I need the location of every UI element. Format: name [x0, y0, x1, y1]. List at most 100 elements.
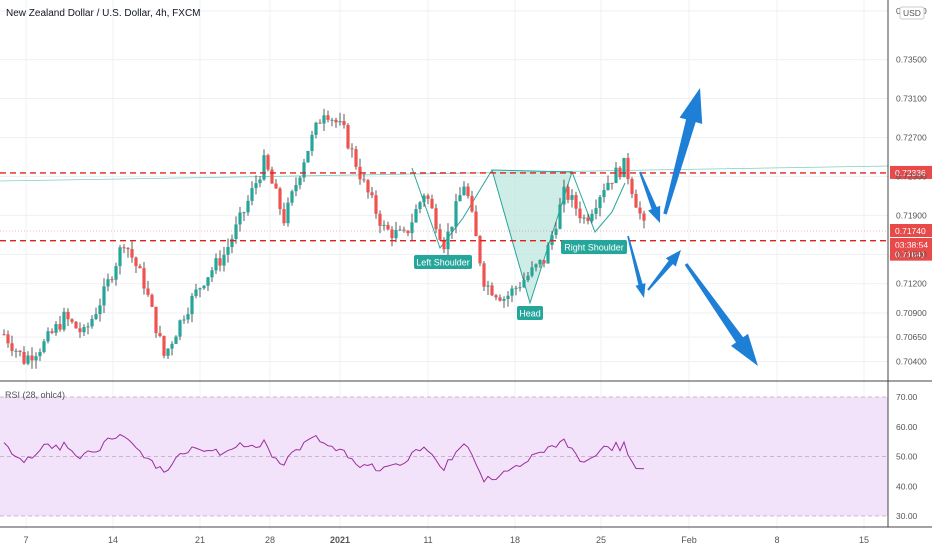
candle-body — [638, 207, 642, 214]
candle-body — [294, 185, 298, 192]
candle-body — [506, 295, 510, 300]
candle-body — [570, 195, 574, 200]
candle-body — [174, 336, 178, 344]
candle-body — [154, 306, 158, 334]
candle-body — [562, 186, 566, 205]
rsi-tick-label: 40.00 — [896, 481, 918, 491]
pattern-label-box — [561, 240, 627, 254]
candle-body — [370, 192, 374, 196]
candle-body — [250, 188, 254, 201]
candle-body — [574, 195, 578, 209]
candle-body — [42, 341, 46, 352]
candle-body — [378, 213, 382, 226]
candle-body — [30, 355, 34, 361]
candle-body — [178, 320, 182, 337]
candle-body — [306, 151, 310, 163]
y-tick-label: 0.70400 — [896, 357, 927, 367]
candle-body — [482, 263, 486, 287]
candle-body — [534, 264, 538, 268]
candle-body — [342, 121, 346, 126]
arrows — [627, 88, 758, 366]
candle-body — [54, 324, 58, 333]
candle-body — [470, 196, 474, 212]
candle-body — [106, 279, 110, 287]
candle-body — [130, 249, 134, 258]
y-tick-label: 0.71200 — [896, 279, 927, 289]
rsi-line — [3, 433, 645, 483]
candle-body — [302, 162, 306, 178]
candle-body — [406, 230, 410, 234]
candle-body — [538, 259, 542, 265]
candle-body — [334, 119, 338, 123]
candle-body — [430, 198, 434, 209]
candle-body — [14, 350, 18, 352]
x-tick-label: 18 — [510, 535, 520, 545]
candle-body — [602, 189, 606, 198]
candle-body — [610, 182, 614, 184]
price-label: 03:38:54 — [895, 240, 928, 250]
pattern-label: Right Shoulder — [564, 243, 624, 253]
candle-body — [122, 247, 126, 249]
candle-body — [266, 155, 270, 170]
x-tick-label: 15 — [859, 535, 869, 545]
candle-body — [10, 343, 14, 351]
candle-body — [150, 294, 154, 307]
candle-body — [518, 287, 522, 289]
candle-body — [598, 197, 602, 209]
x-tick-label: Feb — [681, 535, 697, 545]
candle-body — [422, 195, 426, 203]
candle-body — [478, 236, 482, 264]
candle-body — [442, 239, 446, 250]
candle-body — [450, 226, 454, 232]
candle-body — [158, 333, 162, 336]
candle-body — [298, 177, 302, 186]
x-tick-label: 11 — [423, 535, 432, 545]
direction-arrow — [663, 88, 703, 215]
rsi-series-line — [3, 433, 645, 483]
candle-body — [386, 224, 390, 230]
candle-body — [258, 179, 262, 184]
x-tick-label: 7 — [23, 535, 28, 545]
candle-body — [410, 222, 414, 234]
candle-body — [202, 285, 206, 289]
x-tick-label: 25 — [596, 535, 606, 545]
candle-body — [62, 311, 66, 330]
candle-body — [6, 334, 10, 344]
x-tick-label: 8 — [774, 535, 779, 545]
candle-body — [606, 182, 610, 190]
candle-body — [502, 299, 506, 301]
y-tick-label: 0.70650 — [896, 332, 927, 342]
candle-body — [346, 125, 350, 149]
candle-body — [70, 319, 74, 322]
candle-body — [642, 213, 646, 221]
candle-body — [190, 295, 194, 315]
candle-body — [414, 209, 418, 223]
candle-body — [206, 277, 210, 286]
candle-body — [630, 179, 634, 194]
candle-body — [526, 275, 530, 281]
y-tick-label: 0.72700 — [896, 132, 927, 142]
candle-body — [594, 208, 598, 214]
candle-body — [98, 305, 102, 315]
candle-body — [314, 122, 318, 135]
y-tick-label: 0.73100 — [896, 94, 927, 104]
candle-body — [102, 286, 106, 306]
candle-body — [458, 195, 462, 202]
rsi-title: RSI (28, ohlc4) — [5, 390, 65, 400]
direction-arrow — [647, 250, 681, 291]
candle-body — [78, 328, 82, 333]
candle-body — [350, 148, 354, 150]
rsi-band — [0, 396, 888, 517]
unit-box — [899, 6, 925, 20]
candle-body — [614, 167, 618, 184]
candle-body — [90, 318, 94, 327]
pattern-label: Head — [519, 309, 541, 319]
candle-body — [310, 134, 314, 152]
candle-body — [354, 149, 358, 167]
candle-body — [58, 324, 62, 330]
candle-body — [434, 208, 438, 230]
candle-body — [530, 267, 534, 276]
levels — [0, 172, 888, 242]
